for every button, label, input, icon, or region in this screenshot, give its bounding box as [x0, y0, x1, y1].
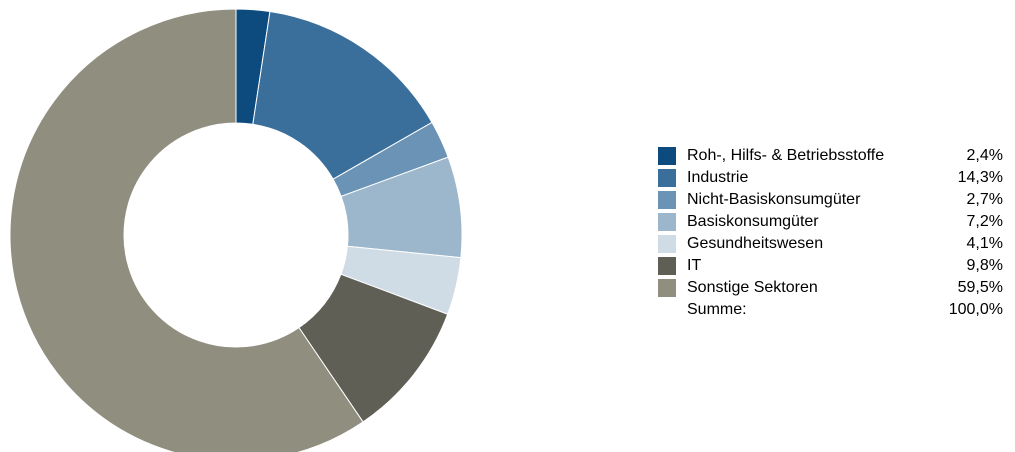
legend-value: 9,8% [966, 257, 1003, 274]
legend-total-value: 100,0% [948, 301, 1003, 318]
legend-item: Basiskonsumgüter 7,2% [658, 211, 1003, 233]
legend-value: 4,1% [966, 235, 1003, 252]
donut-chart [9, 8, 463, 452]
legend-label: Gesundheitswesen [687, 235, 824, 252]
legend-item: Nicht-Basiskonsumgüter 2,7% [658, 189, 1003, 211]
legend-label: IT [687, 257, 702, 274]
legend-value: 2,4% [966, 147, 1003, 164]
legend-label: Roh-, Hilfs- & Betriebsstoffe [687, 147, 885, 164]
legend-value: 14,3% [957, 169, 1003, 186]
legend-swatch [658, 147, 676, 165]
legend: Roh-, Hilfs- & Betriebsstoffe 2,4% Indus… [658, 145, 1003, 321]
legend-swatch [658, 257, 676, 275]
pie-slice [252, 10, 433, 180]
legend-total-row: Summe: 100,0% [658, 299, 1003, 321]
legend-item: Industrie 14,3% [658, 167, 1003, 189]
legend-label: Sonstige Sektoren [687, 279, 818, 296]
legend-swatch [658, 169, 676, 187]
pie-slice [9, 8, 364, 452]
legend-item: Gesundheitswesen 4,1% [658, 233, 1003, 255]
legend-item: Roh-, Hilfs- & Betriebsstoffe 2,4% [658, 145, 1003, 167]
legend-value: 2,7% [966, 191, 1003, 208]
legend-swatch [658, 213, 676, 231]
legend-label: Industrie [687, 169, 749, 186]
legend-item: Sonstige Sektoren 59,5% [658, 277, 1003, 299]
legend-label: Nicht-Basiskonsumgüter [687, 191, 861, 208]
legend-value: 7,2% [966, 213, 1003, 230]
legend-label: Basiskonsumgüter [687, 213, 819, 230]
legend-swatch [658, 235, 676, 253]
legend-swatch [658, 279, 676, 297]
legend-item: IT 9,8% [658, 255, 1003, 277]
legend-value: 59,5% [957, 279, 1003, 296]
legend-total-label: Summe: [687, 301, 747, 318]
legend-swatch [658, 191, 676, 209]
